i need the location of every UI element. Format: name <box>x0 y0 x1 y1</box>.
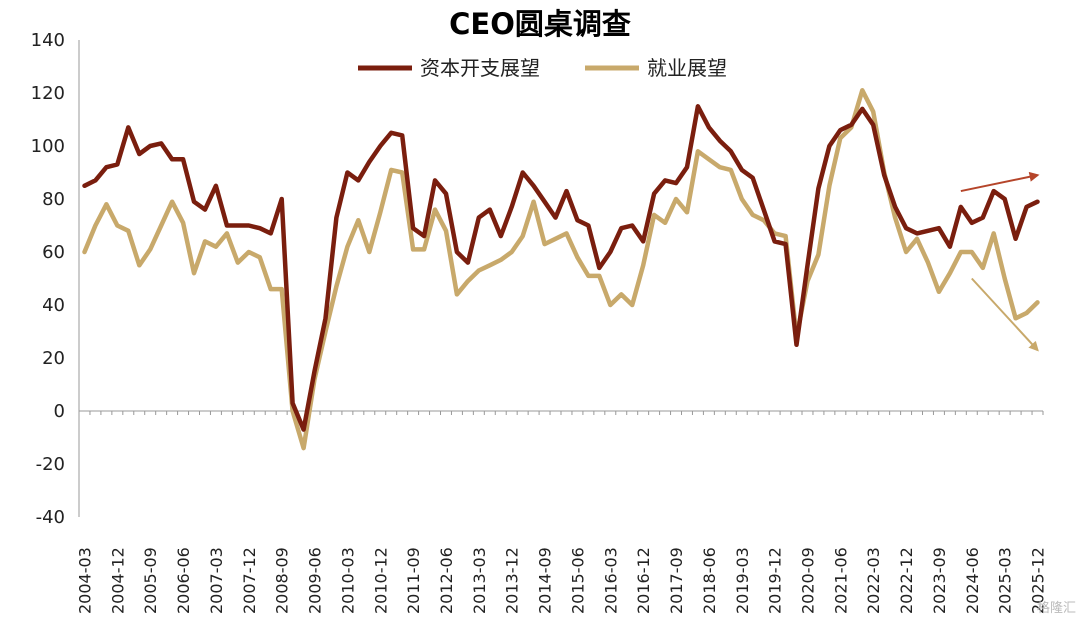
x-tick-label: 2004-03 <box>75 547 94 614</box>
x-tick-label: 2017-09 <box>667 547 686 614</box>
x-tick-label: 2004-12 <box>108 547 127 614</box>
trend-arrow-down <box>971 277 1039 352</box>
x-tick-label: 2023-09 <box>930 547 949 614</box>
x-tick-label: 2019-03 <box>733 547 752 614</box>
y-tick-label: 80 <box>42 189 65 210</box>
series-line-employment <box>82 88 1040 451</box>
x-tick-label: 2007-03 <box>207 547 226 614</box>
y-tick-label: 120 <box>31 83 65 104</box>
x-tick-label: 2025-03 <box>996 547 1015 614</box>
series-layer <box>82 88 1040 451</box>
x-tick-label: 2025-12 <box>1029 547 1048 614</box>
x-tick-label: 2012-06 <box>437 547 456 614</box>
x-tick-label: 2022-12 <box>897 547 916 614</box>
x-tick-label: 2007-12 <box>240 547 259 614</box>
legend-label-employment: 就业展望 <box>647 56 727 80</box>
x-tick-label: 2008-09 <box>273 547 292 614</box>
annotation-layer <box>960 171 1040 352</box>
chart-title: CEO圆桌调查 <box>449 7 631 41</box>
x-tick-label: 2011-09 <box>404 547 423 614</box>
y-tick-label: 60 <box>42 242 65 263</box>
series-line-capex <box>82 104 1040 432</box>
y-tick-label: 20 <box>42 348 65 369</box>
x-tick-label: 2013-03 <box>470 547 489 614</box>
x-tick-label: 2016-03 <box>601 547 620 614</box>
legend: 资本开支展望 就业展望 <box>358 56 727 80</box>
y-tick-label: 40 <box>42 295 65 316</box>
x-tick-label: 2020-09 <box>798 547 817 614</box>
trend-arrow-up <box>960 171 1040 193</box>
x-axis: 2004-03 2004-12 2005-09 2006-06 2007-03 2007-… <box>75 410 1048 614</box>
x-tick-label: 2022-03 <box>864 547 883 614</box>
y-tick-label: 100 <box>31 136 65 157</box>
y-axis: -40 -20 0 20 40 60 80 100 120 140 <box>31 30 80 528</box>
x-tick-label: 2015-06 <box>568 547 587 614</box>
x-tick-label: 2005-09 <box>141 547 160 614</box>
x-tick-label: 2006-06 <box>174 547 193 614</box>
watermark-text: 格隆汇 <box>1037 600 1076 616</box>
x-tick-label: 2014-09 <box>536 547 555 614</box>
y-tick-label: -20 <box>36 454 65 475</box>
y-tick-label: 140 <box>31 30 65 51</box>
y-tick-label: -40 <box>36 507 65 528</box>
x-tick-label: 2018-06 <box>700 547 719 614</box>
legend-label-capex: 资本开支展望 <box>420 56 540 80</box>
x-tick-label: 2010-12 <box>371 547 390 614</box>
x-tick-label: 2010-03 <box>338 547 357 614</box>
x-tick-label: 2009-06 <box>306 547 325 614</box>
x-tick-label: 2019-12 <box>766 547 785 614</box>
x-tick-label: 2021-06 <box>831 547 850 614</box>
x-tick-label: 2024-06 <box>963 547 982 614</box>
x-tick-label: 2016-12 <box>634 547 653 614</box>
x-tick-label: 2013-12 <box>503 547 522 614</box>
y-tick-label: 0 <box>54 401 65 422</box>
